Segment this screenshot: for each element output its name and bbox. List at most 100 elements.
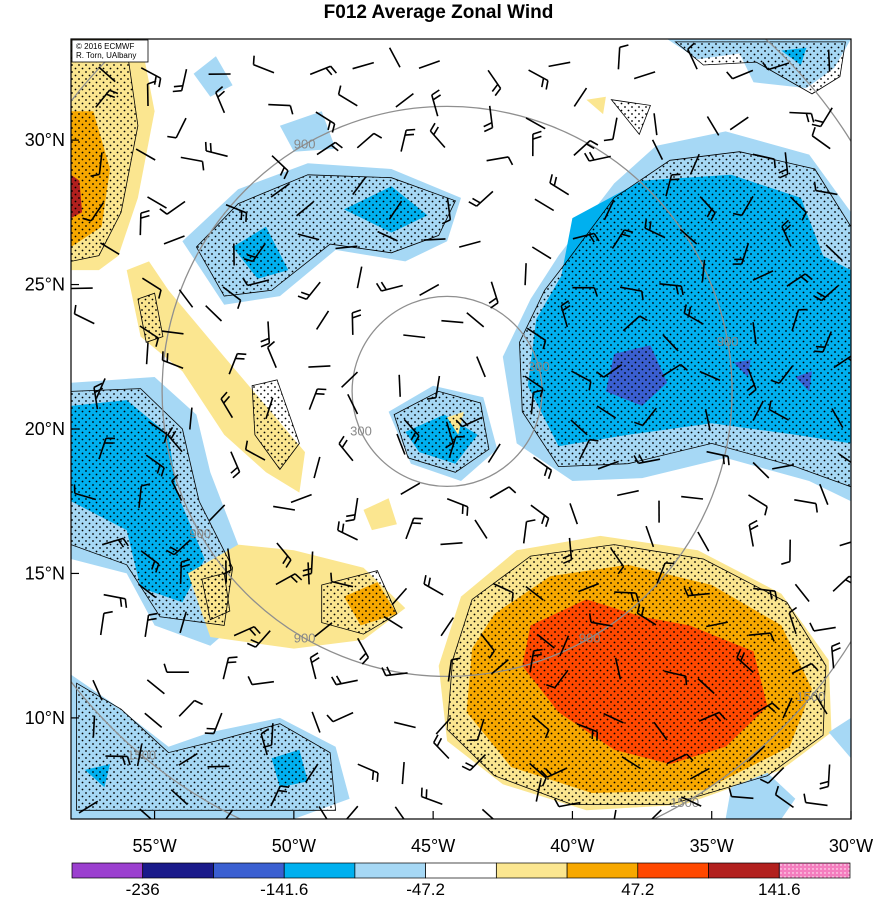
wind-barb-shaft (388, 200, 403, 220)
wind-barb (189, 407, 193, 430)
wind-barb (559, 635, 570, 657)
wind-barb (535, 779, 542, 802)
wind-barb-shaft (341, 371, 359, 388)
wind-barb-flag (636, 604, 641, 614)
wind-barb (698, 711, 726, 722)
wind-barb-flag (317, 388, 327, 391)
wind-barb (697, 678, 715, 695)
wind-barb (683, 586, 710, 597)
wind-barb (144, 612, 158, 638)
wind-barb-shaft (642, 407, 658, 426)
wind-barb-shaft (220, 398, 234, 419)
wind-barb-shaft (180, 69, 188, 91)
stipple-region-8 (251, 379, 300, 471)
wind-barb-shaft (92, 715, 96, 738)
wind-barb-flag (748, 388, 757, 396)
wind-barb-flag (588, 381, 592, 391)
wind-barb (569, 503, 579, 525)
wind-barb-flag (71, 286, 72, 289)
wind-barb (687, 42, 698, 70)
wind-barb (395, 92, 414, 108)
wind-barb-shaft (140, 550, 160, 565)
wind-barb (522, 519, 536, 544)
wind-barb-flag (352, 314, 362, 319)
wind-barb (225, 560, 228, 583)
wind-barb-flag (779, 173, 789, 179)
wind-barb-shaft (245, 448, 266, 461)
wind-barb-shaft (315, 111, 336, 125)
range-ring-label: 900 (294, 137, 316, 152)
wind-barb-flag (861, 539, 866, 546)
wind-barb (645, 525, 655, 548)
wind-barb (476, 356, 486, 378)
wind-barb-shaft (271, 155, 289, 172)
wind-barb-flag (533, 648, 543, 652)
wind-barb-shaft (741, 195, 754, 216)
wind-barb (352, 176, 367, 196)
wind-barb-flag (562, 554, 572, 560)
wind-barb-flag (361, 656, 369, 665)
range-ring-label: 300 (350, 424, 372, 439)
wind-barb-flag (814, 350, 824, 353)
wind-barb-shaft (752, 153, 775, 160)
wind-barb (839, 539, 866, 547)
wind-barb-shaft (701, 259, 706, 282)
wind-barb (748, 632, 775, 642)
wind-barb-flag (706, 208, 713, 218)
wind-barb-flag (436, 737, 443, 747)
wind-barb-shaft (395, 92, 414, 108)
wind-barb (146, 679, 165, 695)
wind-barb-shaft (645, 525, 655, 548)
wind-barb-shaft (748, 632, 771, 636)
wind-barb-shaft (689, 767, 710, 780)
wind-barb-shaft (441, 319, 464, 324)
wind-barb-shaft (486, 156, 509, 162)
y-tick-label: 25°N (25, 275, 65, 295)
wind-barb-shaft (661, 363, 682, 377)
wind-barb-shaft (576, 723, 598, 733)
wind-barb-shaft (178, 699, 196, 717)
wind-barb-flag (155, 563, 160, 573)
wind-barb-shaft (819, 483, 829, 505)
credit-box: © 2016 ECMWF R. Torn, UAlbany (71, 39, 149, 63)
wind-barb-flag (771, 702, 780, 710)
wind-barb-flag (762, 61, 769, 71)
wind-barb-shaft (136, 744, 143, 767)
wind-barb-shaft (524, 263, 527, 286)
wind-barb-shaft (476, 190, 494, 207)
wind-barb-flag (227, 661, 237, 664)
wind-barb-shaft (418, 60, 440, 69)
stipple-region-12 (674, 41, 846, 95)
wind-barb-flag (455, 419, 463, 428)
wind-barb-shaft (138, 583, 157, 599)
wind-barb-shaft (805, 801, 828, 807)
wind-barb (531, 246, 552, 260)
wind-barb-shaft (651, 139, 664, 160)
wind-barb (617, 44, 629, 70)
wind-barb (487, 69, 502, 97)
wind-barb-shaft (447, 659, 453, 682)
wind-barb-flag (141, 483, 151, 487)
wind-barb (222, 286, 242, 309)
wind-barb-shaft (697, 531, 710, 552)
wind-barb-shaft (252, 242, 266, 262)
wind-barb-shaft (99, 613, 105, 636)
wind-barb-shaft (753, 587, 776, 592)
wind-barb-shaft (839, 541, 851, 547)
wind-barb-flag (335, 818, 337, 819)
wind-barb (791, 662, 819, 675)
wind-barb-shaft (665, 174, 673, 197)
wind-barb-shaft (704, 409, 711, 431)
wind-barb (525, 117, 546, 130)
wind-barb-shaft (815, 189, 838, 196)
wind-barb-flag (163, 433, 168, 444)
wind-barb-shaft (534, 198, 555, 212)
wind-barb (172, 69, 188, 93)
wind-barb (92, 679, 103, 701)
wind-barb-flag (831, 642, 841, 648)
wind-barb-flag (810, 663, 819, 671)
wind-barb (726, 69, 754, 80)
range-ring-label: 900 (717, 334, 739, 349)
wind-barb-shaft (247, 279, 270, 287)
wind-barb-shaft (784, 152, 789, 175)
